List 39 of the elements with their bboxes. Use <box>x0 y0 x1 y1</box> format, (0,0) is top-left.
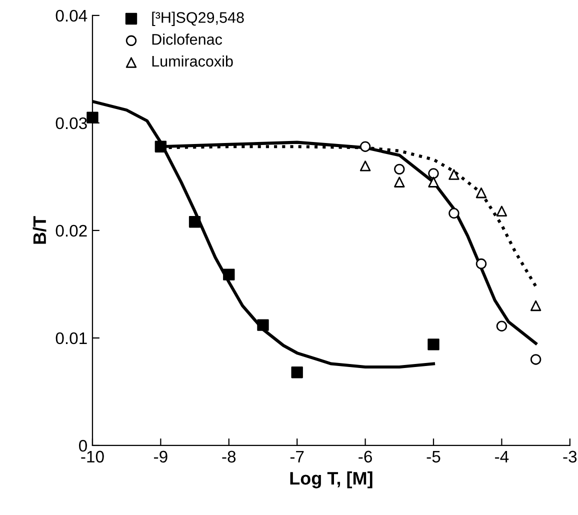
x-tick-label: -6 <box>358 450 372 463</box>
point <box>448 169 460 180</box>
point <box>496 206 508 216</box>
y-tick-label: 0.01 <box>56 332 87 344</box>
point <box>360 160 371 172</box>
point <box>154 140 167 152</box>
point <box>188 216 201 228</box>
y-tick-label: 0.03 <box>56 117 87 130</box>
x-axis-title: Log T, [M] <box>290 471 372 488</box>
point <box>360 141 371 152</box>
point <box>223 268 235 280</box>
x-tick-label: -7 <box>290 450 304 462</box>
x-tick-label: -4 <box>495 450 509 462</box>
point <box>86 112 98 124</box>
y-tick-label: 0 <box>79 440 87 452</box>
point <box>530 354 542 365</box>
point <box>496 320 508 332</box>
x-tick-label: -10 <box>81 450 104 463</box>
point <box>257 319 269 331</box>
point <box>394 176 405 188</box>
point <box>428 168 439 179</box>
point <box>476 187 487 198</box>
y-axis-title: B/T <box>32 216 46 244</box>
point <box>428 338 440 350</box>
point <box>530 300 542 312</box>
x-tick-label: -3 <box>563 450 577 463</box>
legend-label: [³H]SQ29,548 <box>152 12 244 26</box>
x-tick-label: -9 <box>154 450 168 463</box>
point <box>394 164 405 175</box>
y-tick-label: 0.02 <box>56 224 87 237</box>
legend-label: Diclofenac <box>152 34 222 45</box>
x-tick-label: -8 <box>222 450 236 463</box>
x-tick-label: -5 <box>426 450 440 463</box>
point <box>291 366 303 378</box>
point <box>448 208 460 219</box>
point <box>476 258 487 270</box>
legend-label: Lumiracoxib <box>152 55 233 67</box>
point <box>428 176 439 188</box>
y-tick-label: 0.04 <box>56 10 88 22</box>
